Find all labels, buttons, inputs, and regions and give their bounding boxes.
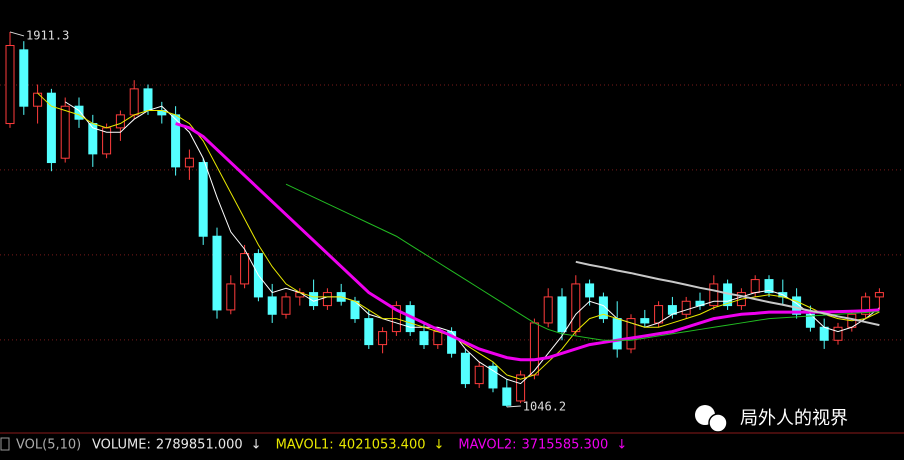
high-label: 1911.3 xyxy=(26,28,69,42)
candle-body xyxy=(19,49,29,107)
ma-line xyxy=(285,183,880,341)
candle-body xyxy=(792,296,802,315)
indicator-value: 4021053.400 xyxy=(339,438,426,453)
candle-body xyxy=(240,253,250,285)
candle-body xyxy=(502,387,512,406)
candle-body xyxy=(585,283,595,298)
indicator-name: MAVOL1: xyxy=(276,438,334,453)
indicator-arrow: ↓ xyxy=(251,438,262,453)
candle-body xyxy=(861,296,871,315)
candle-body xyxy=(60,105,70,159)
wechat-icon xyxy=(708,413,728,433)
watermark-text: 局外人的视界 xyxy=(740,408,848,429)
candle-body xyxy=(184,157,194,168)
candle-body xyxy=(460,352,470,385)
candle-body xyxy=(654,305,664,324)
candle-body xyxy=(474,365,484,385)
indicator-arrow: ↓ xyxy=(434,438,445,453)
candle-body xyxy=(571,283,581,333)
indicator-arrow: ↓ xyxy=(616,438,627,453)
candle-body xyxy=(212,235,222,311)
candle-body xyxy=(598,296,608,320)
candle-body xyxy=(419,331,429,346)
candle-body xyxy=(557,296,567,333)
candle-body xyxy=(322,292,332,307)
ma-line xyxy=(175,122,880,362)
candle-body xyxy=(433,331,443,346)
annotation-arrow xyxy=(506,405,521,408)
candle-body xyxy=(764,279,774,294)
candle-body xyxy=(364,318,374,346)
indicator-name: MAVOL2: xyxy=(458,438,516,453)
indicator-value: 2789851.000 xyxy=(156,438,243,453)
candle-body xyxy=(681,300,691,315)
candle-body xyxy=(267,296,277,315)
low-label: 1046.2 xyxy=(523,399,566,413)
ma-line xyxy=(575,260,880,327)
candle-body xyxy=(640,318,650,324)
candle-body xyxy=(74,105,84,120)
candle-body xyxy=(709,283,719,307)
candle-body xyxy=(516,374,526,402)
candle-body xyxy=(281,296,291,315)
candle-body xyxy=(33,92,43,107)
candle-body xyxy=(226,283,236,311)
candle-body xyxy=(612,318,622,350)
candle-body xyxy=(750,279,760,294)
candle-body xyxy=(833,326,843,341)
candle-body xyxy=(5,45,15,125)
candle-body xyxy=(626,318,636,350)
candle-body xyxy=(874,292,884,298)
indicator-name: VOLUME: xyxy=(92,438,151,453)
indicator-title: VOL(5,10) xyxy=(16,438,81,453)
candle-body xyxy=(143,88,153,112)
candle-body xyxy=(198,162,208,237)
panel-icon[interactable] xyxy=(0,437,10,451)
annotation-arrow xyxy=(9,31,25,37)
watermark: 局外人的视界 xyxy=(695,405,848,433)
candle-body xyxy=(819,326,829,341)
candle-body xyxy=(46,92,56,164)
indicator-value: 3715585.300 xyxy=(521,438,608,453)
candle-body xyxy=(129,88,139,116)
candle-body xyxy=(488,365,498,389)
candle-body xyxy=(171,114,181,168)
candle-body xyxy=(378,331,388,346)
candle-body xyxy=(543,296,553,324)
